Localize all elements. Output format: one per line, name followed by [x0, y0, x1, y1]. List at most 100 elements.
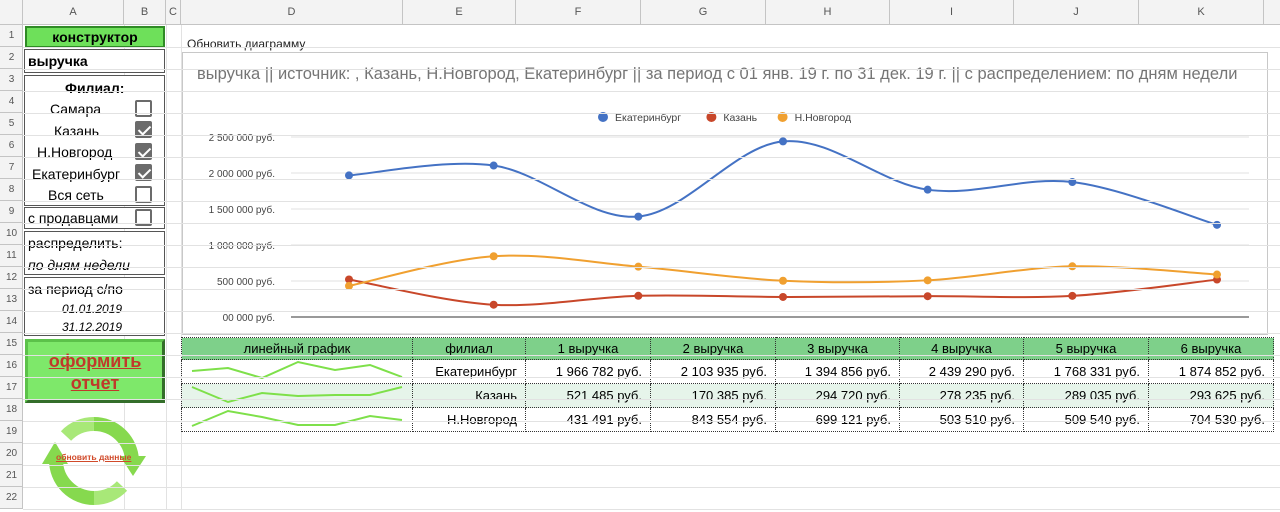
row-header-3[interactable]: 3: [0, 69, 23, 91]
grid-line: [23, 201, 1280, 202]
sparkline-cell[interactable]: [181, 407, 413, 432]
refresh-data-label: обновить данные: [56, 452, 132, 462]
data-point: [489, 300, 498, 309]
value-cell[interactable]: 704 530 руб.: [1148, 407, 1274, 432]
col-header-g[interactable]: G: [641, 0, 766, 25]
col-header-f[interactable]: F: [516, 0, 641, 25]
row-header-10[interactable]: 10: [0, 223, 23, 245]
grid-line: [23, 289, 1280, 290]
row-header-19[interactable]: 19: [0, 421, 23, 443]
col-header-b[interactable]: B: [124, 0, 166, 25]
header-rev-6[interactable]: 6 выручка: [1148, 337, 1274, 360]
sparkline-cell[interactable]: [181, 359, 413, 384]
col-header-d[interactable]: D: [181, 0, 403, 25]
grid-line: [23, 399, 1280, 400]
row-header-11[interactable]: 11: [0, 245, 23, 267]
col-header-h[interactable]: H: [766, 0, 890, 25]
row-header-14[interactable]: 14: [0, 311, 23, 333]
row-header-4[interactable]: 4: [0, 91, 23, 113]
value-cell[interactable]: 293 625 руб.: [1148, 383, 1274, 408]
table-row: Казань 521 485 руб. 170 385 руб. 294 720…: [181, 383, 1274, 408]
header-rev-2[interactable]: 2 выручка: [650, 337, 776, 360]
row-header-9[interactable]: 9: [0, 201, 23, 223]
checkbox-kazan[interactable]: [135, 121, 152, 138]
row-header-18[interactable]: 18: [0, 399, 23, 421]
header-branch[interactable]: филиал: [412, 337, 526, 360]
row-header-22[interactable]: 22: [0, 487, 23, 509]
branch-cell[interactable]: Казань: [412, 383, 526, 408]
distribute-value[interactable]: по дням недели: [28, 257, 130, 273]
col-header-c[interactable]: C: [166, 0, 181, 25]
data-point: [345, 281, 353, 290]
date-from[interactable]: 01.01.2019: [62, 302, 123, 316]
row-header-16[interactable]: 16: [0, 355, 23, 377]
row-header-15[interactable]: 15: [0, 333, 23, 355]
data-point: [634, 291, 643, 300]
metric-value: выручка: [28, 53, 88, 69]
row-header-13[interactable]: 13: [0, 289, 23, 311]
chart-container[interactable]: выручка || источник: , Казань, Н.Новгоро…: [182, 52, 1268, 335]
header-rev-1[interactable]: 1 выручка: [525, 337, 651, 360]
sellers-panel: с продавцами: [24, 207, 165, 229]
row-header-5[interactable]: 5: [0, 113, 23, 135]
row-header-21[interactable]: 21: [0, 465, 23, 487]
row-header-17[interactable]: 17: [0, 377, 23, 399]
row-header-20[interactable]: 20: [0, 443, 23, 465]
col-header-k[interactable]: K: [1139, 0, 1264, 25]
value-cell[interactable]: 1 394 856 руб.: [775, 359, 900, 384]
row-header-bar: 1 2 3 4 5 6 7 8 9 10 11 12 13 14 15 16 17 18 19 20 21 22: [0, 25, 23, 509]
row-header-8[interactable]: 8: [0, 179, 23, 201]
value-cell[interactable]: 294 720 руб.: [775, 383, 900, 408]
y-tick-label: 1 500 000 руб.: [209, 204, 275, 216]
col-header-i[interactable]: I: [890, 0, 1014, 25]
grid-line: [23, 333, 1280, 334]
col-header-j[interactable]: J: [1014, 0, 1139, 25]
value-cell[interactable]: 521 485 руб.: [525, 383, 651, 408]
value-cell[interactable]: 170 385 руб.: [650, 383, 776, 408]
constructor-button[interactable]: конструктор: [25, 26, 165, 48]
checkbox-nnovgorod[interactable]: [135, 143, 152, 160]
checkbox-ekaterinburg[interactable]: [135, 164, 152, 181]
header-rev-5[interactable]: 5 выручка: [1023, 337, 1149, 360]
corner-cell[interactable]: [0, 0, 23, 25]
value-cell[interactable]: 2 439 290 руб.: [899, 359, 1024, 384]
checkbox-all-network[interactable]: [135, 186, 152, 203]
checkbox-sellers[interactable]: [135, 209, 152, 226]
refresh-data-button[interactable]: обновить данные: [38, 412, 150, 507]
row-header-6[interactable]: 6: [0, 135, 23, 157]
value-cell[interactable]: 699 121 руб.: [775, 407, 900, 432]
value-cell[interactable]: 1 874 852 руб.: [1148, 359, 1274, 384]
sparkline-nnovgorod: [191, 409, 403, 427]
refresh-chart-link[interactable]: Обновить диаграмму: [187, 37, 306, 51]
y-tick-label: 1 000 000 руб.: [209, 240, 275, 252]
value-cell[interactable]: 1 768 331 руб.: [1023, 359, 1149, 384]
value-cell[interactable]: 503 510 руб.: [899, 407, 1024, 432]
make-report-button[interactable]: оформить отчет: [25, 339, 165, 403]
branch-cell[interactable]: Екатеринбург: [412, 359, 526, 384]
value-cell[interactable]: 289 035 руб.: [1023, 383, 1149, 408]
row-header-2[interactable]: 2: [0, 47, 23, 69]
grid-line: [23, 443, 1280, 444]
row-header-12[interactable]: 12: [0, 267, 23, 289]
value-cell[interactable]: 509 540 руб.: [1023, 407, 1149, 432]
grid-line: [23, 377, 1280, 378]
value-cell[interactable]: 1 966 782 руб.: [525, 359, 651, 384]
row-header-7[interactable]: 7: [0, 157, 23, 179]
branch-cell[interactable]: Н.Новгород: [412, 407, 526, 432]
header-rev-4[interactable]: 4 выручка: [899, 337, 1024, 360]
checkbox-samara[interactable]: [135, 100, 152, 117]
value-cell[interactable]: 2 103 935 руб.: [650, 359, 776, 384]
row-header-1[interactable]: 1: [0, 25, 23, 47]
data-point: [1068, 178, 1077, 187]
value-cell[interactable]: 278 235 руб.: [899, 383, 1024, 408]
value-cell[interactable]: 843 554 руб.: [650, 407, 776, 432]
header-rev-3[interactable]: 3 выручка: [775, 337, 900, 360]
header-sparkline[interactable]: линейный график: [181, 337, 413, 360]
value-cell[interactable]: 431 491 руб.: [525, 407, 651, 432]
legend-marker: [706, 112, 717, 122]
date-to[interactable]: 31.12.2019: [62, 320, 123, 334]
sparkline-ekaterinburg: [191, 360, 403, 380]
col-header-a[interactable]: A: [23, 0, 124, 25]
col-header-e[interactable]: E: [403, 0, 516, 25]
sparkline-cell[interactable]: [181, 383, 413, 408]
